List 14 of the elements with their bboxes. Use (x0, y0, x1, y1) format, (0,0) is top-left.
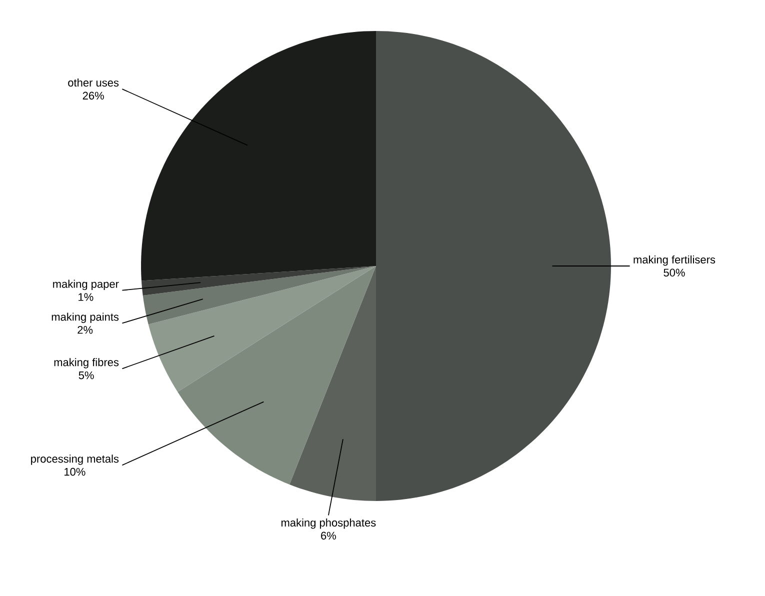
slice-label: making paints (52, 312, 119, 323)
slice-label: making phosphates (281, 518, 376, 529)
data-label: 1% (78, 293, 94, 301)
data-label: 6% (321, 532, 336, 540)
slice-label: other uses (68, 78, 119, 87)
data-label: 5% (78, 371, 94, 380)
slice-label: making paper (53, 280, 119, 290)
data-label: 2% (78, 326, 93, 334)
slice-label: making fibres (54, 358, 119, 368)
slice-label: processing metals (31, 454, 119, 465)
data-label: 26% (82, 92, 104, 100)
slice-label: making fertilisers (634, 255, 716, 266)
data-label: 10% (64, 468, 86, 476)
data-label: 50% (664, 268, 685, 277)
